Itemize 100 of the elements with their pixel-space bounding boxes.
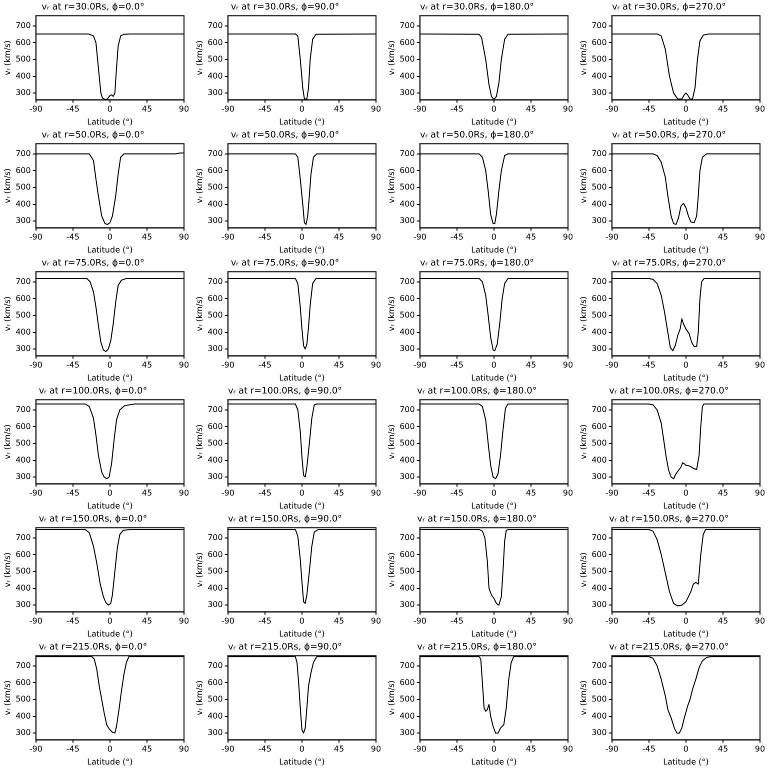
x-tick-label: 0 — [683, 488, 688, 498]
x-tick-label: 90 — [178, 232, 190, 242]
y-tick-label: 300 — [208, 728, 223, 738]
y-tick-label: 600 — [16, 294, 31, 303]
x-tick-label: 45 — [718, 360, 728, 370]
x-tick-label: 0 — [491, 744, 496, 754]
y-tick-label: 700 — [208, 404, 223, 414]
chart-title: vᵣ at r=30.0Rs, ϕ=270.0° — [612, 2, 726, 13]
chart-title: vᵣ at r=215.0Rs, ϕ=90.0° — [228, 642, 342, 653]
y-tick-label: 600 — [400, 678, 415, 687]
y-tick-label: 300 — [592, 88, 607, 98]
x-tick-label: -45 — [66, 744, 80, 754]
x-tick-label: 0 — [299, 744, 304, 754]
x-tick-label: 45 — [142, 488, 152, 498]
x-tick-label: 90 — [562, 360, 574, 370]
y-axis-title: vᵣ (km/s) — [194, 424, 204, 460]
x-tick-label: 90 — [370, 360, 382, 370]
y-axis-title: vᵣ (km/s) — [386, 680, 396, 716]
y-tick-label: 400 — [592, 455, 607, 464]
y-tick-label: 500 — [16, 438, 31, 448]
x-tick-label: 90 — [754, 104, 766, 114]
y-axis-title: vᵣ (km/s) — [194, 552, 204, 588]
y-tick-label: 600 — [400, 550, 415, 559]
x-tick-label: -90 — [221, 360, 234, 370]
x-axis-title: Latitude (°) — [279, 117, 325, 126]
x-tick-label: 45 — [718, 488, 728, 498]
y-tick-label: 600 — [16, 550, 31, 559]
x-tick-label: -45 — [450, 232, 464, 242]
x-tick-label: -45 — [66, 360, 80, 370]
chart-title: vᵣ at r=215.0Rs, ϕ=0.0° — [38, 642, 148, 653]
x-tick-label: -90 — [413, 104, 426, 114]
y-axis-title: vᵣ (km/s) — [386, 296, 396, 332]
x-tick-label: 45 — [142, 360, 152, 370]
y-axis-title: vᵣ (km/s) — [194, 296, 204, 332]
y-tick-label: 300 — [16, 344, 31, 354]
y-axis-title: vᵣ (km/s) — [578, 424, 588, 460]
y-tick-label: 400 — [400, 711, 415, 720]
x-tick-label: 45 — [526, 616, 536, 626]
chart-title: vᵣ at r=75.0Rs, ϕ=270.0° — [612, 258, 726, 269]
x-tick-label: 0 — [299, 104, 304, 114]
chart-title: vᵣ at r=150.0Rs, ϕ=0.0° — [38, 514, 148, 525]
y-axis-title: vᵣ (km/s) — [2, 40, 12, 76]
y-tick-label: 700 — [16, 20, 31, 30]
y-tick-label: 700 — [592, 532, 607, 542]
x-tick-label: 45 — [142, 616, 152, 626]
y-tick-label: 500 — [592, 438, 607, 448]
x-tick-label: 45 — [142, 744, 152, 754]
y-tick-label: 600 — [208, 294, 223, 303]
x-tick-label: 0 — [299, 360, 304, 370]
y-tick-label: 500 — [592, 310, 607, 320]
y-tick-label: 600 — [16, 422, 31, 431]
y-tick-label: 500 — [16, 310, 31, 320]
chart-title: vᵣ at r=50.0Rs, ϕ=270.0° — [612, 130, 726, 141]
x-tick-label: -90 — [221, 616, 234, 626]
chart-title: vᵣ at r=100.0Rs, ϕ=270.0° — [609, 386, 729, 397]
chart-title: vᵣ at r=215.0Rs, ϕ=270.0° — [609, 642, 729, 653]
x-tick-label: 0 — [491, 616, 496, 626]
y-tick-label: 400 — [400, 199, 415, 208]
x-tick-label: 90 — [562, 488, 574, 498]
y-tick-label: 500 — [400, 566, 415, 576]
x-tick-label: -90 — [221, 744, 234, 754]
y-tick-label: 700 — [592, 148, 607, 158]
x-tick-label: -90 — [605, 744, 618, 754]
x-tick-label: -90 — [413, 616, 426, 626]
y-tick-label: 400 — [208, 71, 223, 80]
chart-title: vᵣ at r=100.0Rs, ϕ=90.0° — [228, 386, 342, 397]
x-tick-label: -90 — [605, 488, 618, 498]
x-axis-title: Latitude (°) — [663, 501, 709, 510]
x-tick-label: 0 — [107, 232, 112, 242]
y-tick-label: 400 — [592, 199, 607, 208]
x-tick-label: -45 — [642, 360, 656, 370]
x-tick-label: -90 — [221, 104, 234, 114]
x-tick-label: 0 — [107, 616, 112, 626]
x-axis-title: Latitude (°) — [87, 245, 133, 254]
x-tick-label: 45 — [526, 744, 536, 754]
x-tick-label: 45 — [334, 488, 344, 498]
x-axis-title: Latitude (°) — [87, 629, 133, 638]
x-tick-label: -45 — [450, 488, 464, 498]
x-tick-label: -90 — [221, 488, 234, 498]
x-axis-title: Latitude (°) — [663, 117, 709, 126]
x-tick-label: 0 — [107, 360, 112, 370]
y-tick-label: 500 — [208, 310, 223, 320]
y-tick-label: 400 — [592, 711, 607, 720]
x-axis-title: Latitude (°) — [471, 501, 517, 510]
x-tick-label: 45 — [334, 104, 344, 114]
x-tick-label: -90 — [413, 232, 426, 242]
x-axis-title: Latitude (°) — [471, 757, 517, 766]
x-tick-label: 0 — [683, 616, 688, 626]
y-axis-title: vᵣ (km/s) — [2, 296, 12, 332]
y-axis-title: vᵣ (km/s) — [386, 424, 396, 460]
x-tick-label: -45 — [258, 232, 272, 242]
x-tick-label: 90 — [562, 744, 574, 754]
y-axis-title: vᵣ (km/s) — [578, 552, 588, 588]
x-tick-label: -45 — [66, 104, 80, 114]
x-tick-label: 90 — [178, 104, 190, 114]
x-tick-label: -45 — [642, 232, 656, 242]
x-tick-label: 90 — [370, 744, 382, 754]
y-tick-label: 300 — [400, 728, 415, 738]
x-tick-label: 45 — [334, 616, 344, 626]
x-tick-label: 45 — [334, 232, 344, 242]
